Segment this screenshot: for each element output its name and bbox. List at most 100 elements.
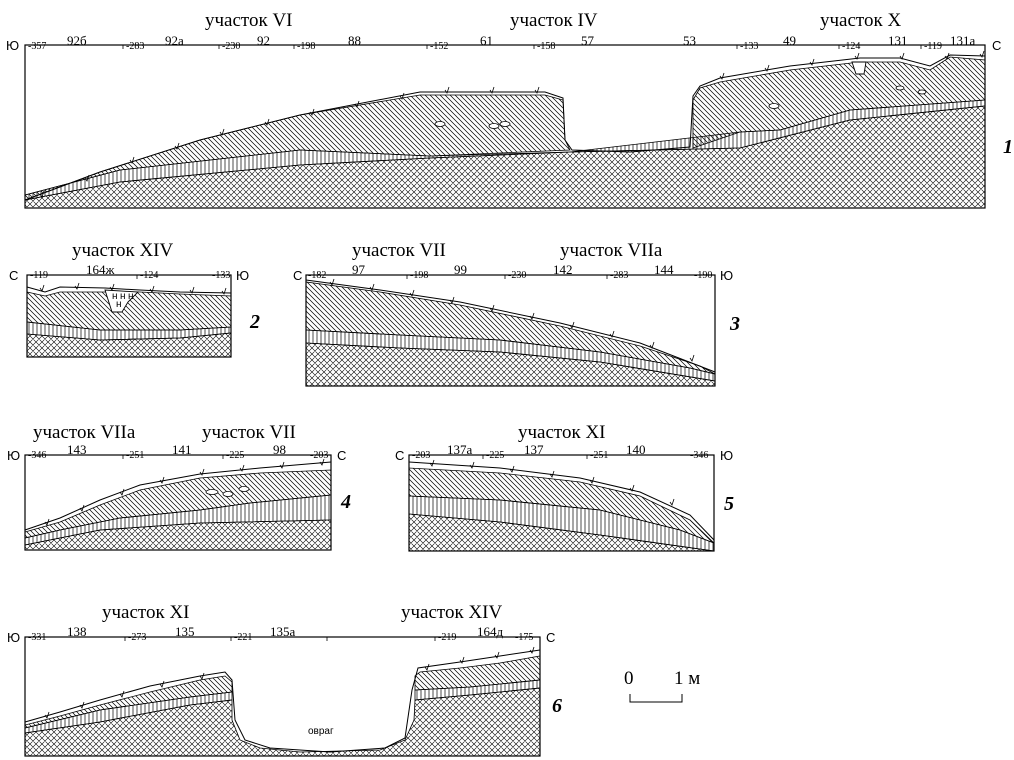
- direction-right: С: [992, 38, 1001, 53]
- layer-diagonal-hatch: [24, 675, 233, 729]
- elevation-label: -357: [28, 41, 46, 52]
- profile-number: 1: [1003, 136, 1013, 158]
- elevation-label: -251: [590, 450, 608, 461]
- turf-mark: [74, 282, 80, 290]
- elevation-label: -124: [842, 41, 860, 52]
- elevation-label: -331: [28, 632, 46, 643]
- direction-right: С: [337, 448, 346, 463]
- turf-mark: [264, 118, 270, 126]
- square-label: 53: [683, 33, 696, 48]
- profile-5: участок XI С Ю -203 137а -225 137 -251 1…: [395, 422, 734, 552]
- elevation-tick: [606, 274, 610, 279]
- elevation-label: -251: [126, 450, 144, 461]
- profile-1: участок VI участок IV участок X Ю С -357…: [6, 10, 1013, 209]
- turf-mark: [84, 174, 90, 182]
- elevation-tick: [482, 454, 486, 459]
- direction-left: Ю: [7, 630, 20, 645]
- direction-right: С: [546, 630, 555, 645]
- stone-inclusion: [917, 89, 927, 95]
- direction-right: Ю: [720, 448, 733, 463]
- square-label: 144: [654, 262, 674, 277]
- elevation-tick: [434, 636, 438, 641]
- turf-mark: [529, 312, 535, 320]
- turf-mark: [369, 283, 375, 291]
- profile-frame: [305, 274, 716, 387]
- elevation-label: -203: [310, 450, 328, 461]
- layer-diagonal-hatch: [26, 291, 232, 331]
- turf-mark: [669, 498, 675, 506]
- elevation-label: -175: [515, 632, 533, 643]
- turf-mark: [239, 464, 245, 472]
- elevation-label: -133: [740, 41, 758, 52]
- profile-frame: [408, 454, 715, 552]
- square-label: 92: [257, 33, 270, 48]
- elevation-tick: [426, 44, 430, 49]
- site-label: участок VII: [202, 422, 296, 443]
- stone-inclusion: [768, 103, 780, 109]
- turf-mark: [189, 286, 195, 294]
- elevation-label: -203: [412, 450, 430, 461]
- stone-inclusion: [205, 489, 219, 495]
- elevation-label: -198: [297, 41, 315, 52]
- scale-bar: 0 1 м: [624, 668, 700, 703]
- square-label: 141: [172, 442, 192, 457]
- turf-mark: [424, 663, 430, 671]
- turf-mark: [79, 701, 85, 709]
- pit-mark: н: [128, 291, 134, 302]
- turf-mark: [354, 100, 360, 108]
- profile-frame: [24, 44, 986, 209]
- pit-mark: н: [120, 291, 126, 302]
- ground-surface: [408, 461, 715, 541]
- square-label: 61: [480, 33, 493, 48]
- turf-mark: [489, 86, 495, 94]
- turf-mark: [609, 330, 615, 338]
- square-label: 92б: [67, 33, 87, 48]
- turf-mark: [39, 190, 45, 198]
- square-label: 164ж: [86, 262, 116, 277]
- site-label: участок VII: [352, 240, 446, 261]
- profile-number: 6: [552, 695, 562, 717]
- elevation-tick: [122, 44, 126, 49]
- square-label: 143: [67, 442, 87, 457]
- turf-mark: [459, 656, 465, 664]
- profile-2: участок XIV н н н н С Ю -119 164ж -124 -…: [9, 240, 260, 358]
- profile-6: участок XI участок XIV овраг Ю С -331 13…: [7, 602, 562, 757]
- turf-mark: [449, 296, 455, 304]
- turf-mark: [444, 86, 450, 94]
- elevation-tick: [222, 454, 226, 459]
- turf-mark: [39, 284, 45, 292]
- profile-frame: [24, 636, 541, 757]
- turf-mark: [589, 476, 595, 484]
- elevation-label: -346: [690, 450, 708, 461]
- turf-mark: [569, 321, 575, 329]
- elevation-label: -225: [486, 450, 504, 461]
- direction-left: С: [395, 448, 404, 463]
- turf-mark: [44, 518, 50, 526]
- site-label: участок XIV: [401, 602, 503, 623]
- profile-number: 4: [340, 491, 351, 513]
- elevation-tick: [586, 454, 590, 459]
- elevation-label: -221: [234, 632, 252, 643]
- turf-mark: [109, 283, 115, 291]
- elevation-tick: [920, 44, 924, 49]
- turf-mark: [469, 461, 475, 469]
- stone-inclusion: [434, 121, 446, 127]
- turf-mark: [529, 646, 535, 654]
- direction-left: С: [9, 268, 18, 283]
- elevation-label: -283: [126, 41, 144, 52]
- layer-diagonal-hatch: [408, 467, 715, 544]
- direction-left: С: [293, 268, 302, 283]
- layer-diagonal-hatch: [692, 56, 986, 149]
- elevation-tick: [406, 274, 410, 279]
- direction-right: Ю: [236, 268, 249, 283]
- elevation-label: -283: [610, 270, 628, 281]
- square-label: 137а: [447, 442, 473, 457]
- turf-mark: [944, 52, 950, 60]
- turf-mark: [494, 651, 500, 659]
- ravine-label: овраг: [308, 726, 334, 737]
- turf-mark: [149, 285, 155, 293]
- scale-line: [629, 694, 683, 703]
- ground-surface: [26, 286, 232, 294]
- elevation-label: -230: [508, 270, 526, 281]
- turf-mark: [549, 470, 555, 478]
